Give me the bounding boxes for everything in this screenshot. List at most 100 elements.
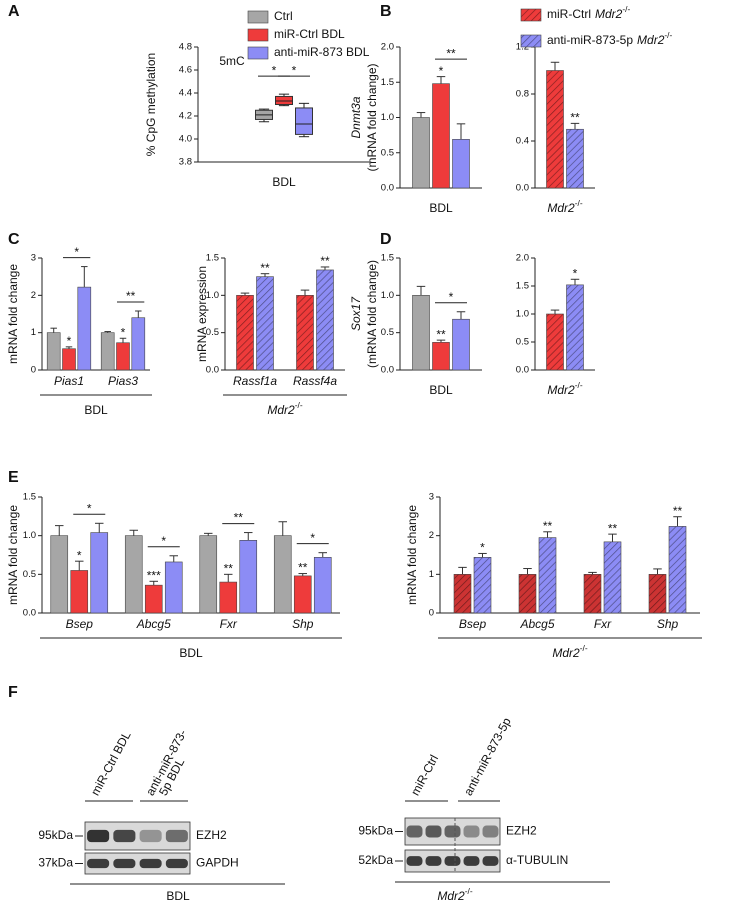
significance-star: ** <box>543 519 553 533</box>
y-tick-label: 1.0 <box>206 290 219 301</box>
y-tick-label: 0.0 <box>381 365 394 376</box>
y-tick-label: 4.0 <box>179 134 192 145</box>
panel-letter: D <box>380 231 392 248</box>
significance-star: ** <box>224 562 234 576</box>
genotype-superscript: -/- <box>580 643 588 653</box>
x-axis-label: BDL <box>179 646 203 660</box>
significance-star: ** <box>436 327 446 341</box>
y-axis-label: (mRNA fold change) <box>365 260 379 368</box>
bar <box>256 276 274 371</box>
legend-swatch <box>520 8 542 22</box>
bracket-label: ** <box>234 511 244 525</box>
x-tick-label: Abcg5 <box>136 617 171 631</box>
y-axis-gene: Dnmt3a <box>349 96 363 138</box>
blot-band <box>113 829 136 843</box>
bar <box>538 537 557 614</box>
bar <box>124 535 143 614</box>
bar <box>46 332 61 371</box>
protein-label: GAPDH <box>196 856 239 870</box>
x-axis-label: Mdr2-/- <box>552 643 587 660</box>
y-tick-label: 2.0 <box>516 253 529 264</box>
y-tick-label: 4.4 <box>179 88 192 99</box>
bracket-label: * <box>74 245 79 259</box>
legend-label: Ctrl <box>274 9 293 23</box>
bracket-label: * <box>87 501 92 515</box>
bar <box>668 526 687 614</box>
y-tick-label: 3 <box>429 492 434 503</box>
x-tick-label: Shp <box>657 617 679 631</box>
y-tick-label: 0.5 <box>381 327 394 338</box>
y-tick-label: 0.5 <box>381 147 394 158</box>
bar <box>546 313 564 371</box>
y-tick-label: 0.8 <box>516 89 529 100</box>
gene-name: Mdr2 <box>552 646 580 660</box>
significance-star: ** <box>260 261 270 275</box>
blot-band <box>139 858 162 869</box>
lane-label: miR-Ctrl BDL <box>88 729 134 798</box>
marker-label: 37kDa <box>38 856 73 870</box>
legend-label: miR-Ctrl Mdr2-/- <box>547 4 630 21</box>
blot-band <box>482 856 499 866</box>
x-tick-label: Fxr <box>594 617 612 631</box>
y-tick-label: 2 <box>429 530 434 541</box>
bar <box>144 584 163 614</box>
genotype-superscript: -/- <box>575 380 583 390</box>
legend-label: anti-miR-873-5p Mdr2-/- <box>547 30 673 47</box>
panel-letter: B <box>380 3 392 20</box>
significance-star: ** <box>673 504 683 518</box>
y-axis-label: (mRNA fold change) <box>365 63 379 171</box>
box <box>295 107 313 135</box>
y-tick-label: 1.5 <box>206 253 219 264</box>
bar <box>50 535 69 614</box>
x-axis-label: BDL <box>272 175 296 189</box>
legend-label: anti-miR-873 BDL <box>274 45 370 59</box>
bar <box>473 557 492 614</box>
bar <box>164 561 183 614</box>
legend-superscript: -/- <box>622 4 630 14</box>
bar <box>316 269 334 371</box>
x-tick-label: Shp <box>292 617 314 631</box>
blot-band <box>482 825 499 838</box>
box <box>275 95 293 105</box>
legend-gene: Mdr2 <box>637 33 665 47</box>
marker-label: 52kDa <box>358 853 393 867</box>
blot-band <box>165 858 188 869</box>
y-tick-label: 2 <box>31 290 36 301</box>
x-tick-label: Rassf1a <box>233 374 277 388</box>
x-tick-label: Pias3 <box>108 374 138 388</box>
panel-letter: E <box>8 469 19 486</box>
blot-band <box>113 858 136 869</box>
bar <box>412 295 430 371</box>
x-tick-label: Bsep <box>459 617 487 631</box>
gene-name: Mdr2 <box>437 889 465 902</box>
marker-label: 95kDa <box>358 824 393 838</box>
bar <box>293 575 312 614</box>
blot-band <box>425 856 442 866</box>
y-tick-label: 0.5 <box>23 569 36 580</box>
y-tick-label: 0.5 <box>516 337 529 348</box>
bracket-label: ** <box>126 289 136 303</box>
marker-label: 95kDa <box>38 828 73 842</box>
protein-label: EZH2 <box>196 828 227 842</box>
x-tick-label: Bsep <box>66 617 94 631</box>
y-tick-label: 1.5 <box>23 492 36 503</box>
bar <box>90 532 109 614</box>
bar <box>432 342 450 371</box>
bar <box>432 83 450 189</box>
legend-name: anti-miR-873-5p <box>547 33 633 47</box>
bar <box>100 332 115 371</box>
significance-star: *** <box>147 568 161 582</box>
y-tick-label: 0.0 <box>381 183 394 194</box>
y-tick-label: 3.8 <box>179 157 192 168</box>
bracket-label: * <box>292 63 297 77</box>
significance-star: ** <box>320 254 330 268</box>
y-tick-label: 0.5 <box>206 327 219 338</box>
bar <box>452 318 470 371</box>
x-axis-label: BDL <box>429 201 453 215</box>
bar <box>452 139 470 189</box>
legend-superscript: -/- <box>664 30 672 40</box>
y-tick-label: 0.0 <box>23 608 36 619</box>
bar <box>583 574 602 614</box>
y-tick-label: 4.6 <box>179 65 192 76</box>
x-tick-label: Abcg5 <box>519 617 554 631</box>
